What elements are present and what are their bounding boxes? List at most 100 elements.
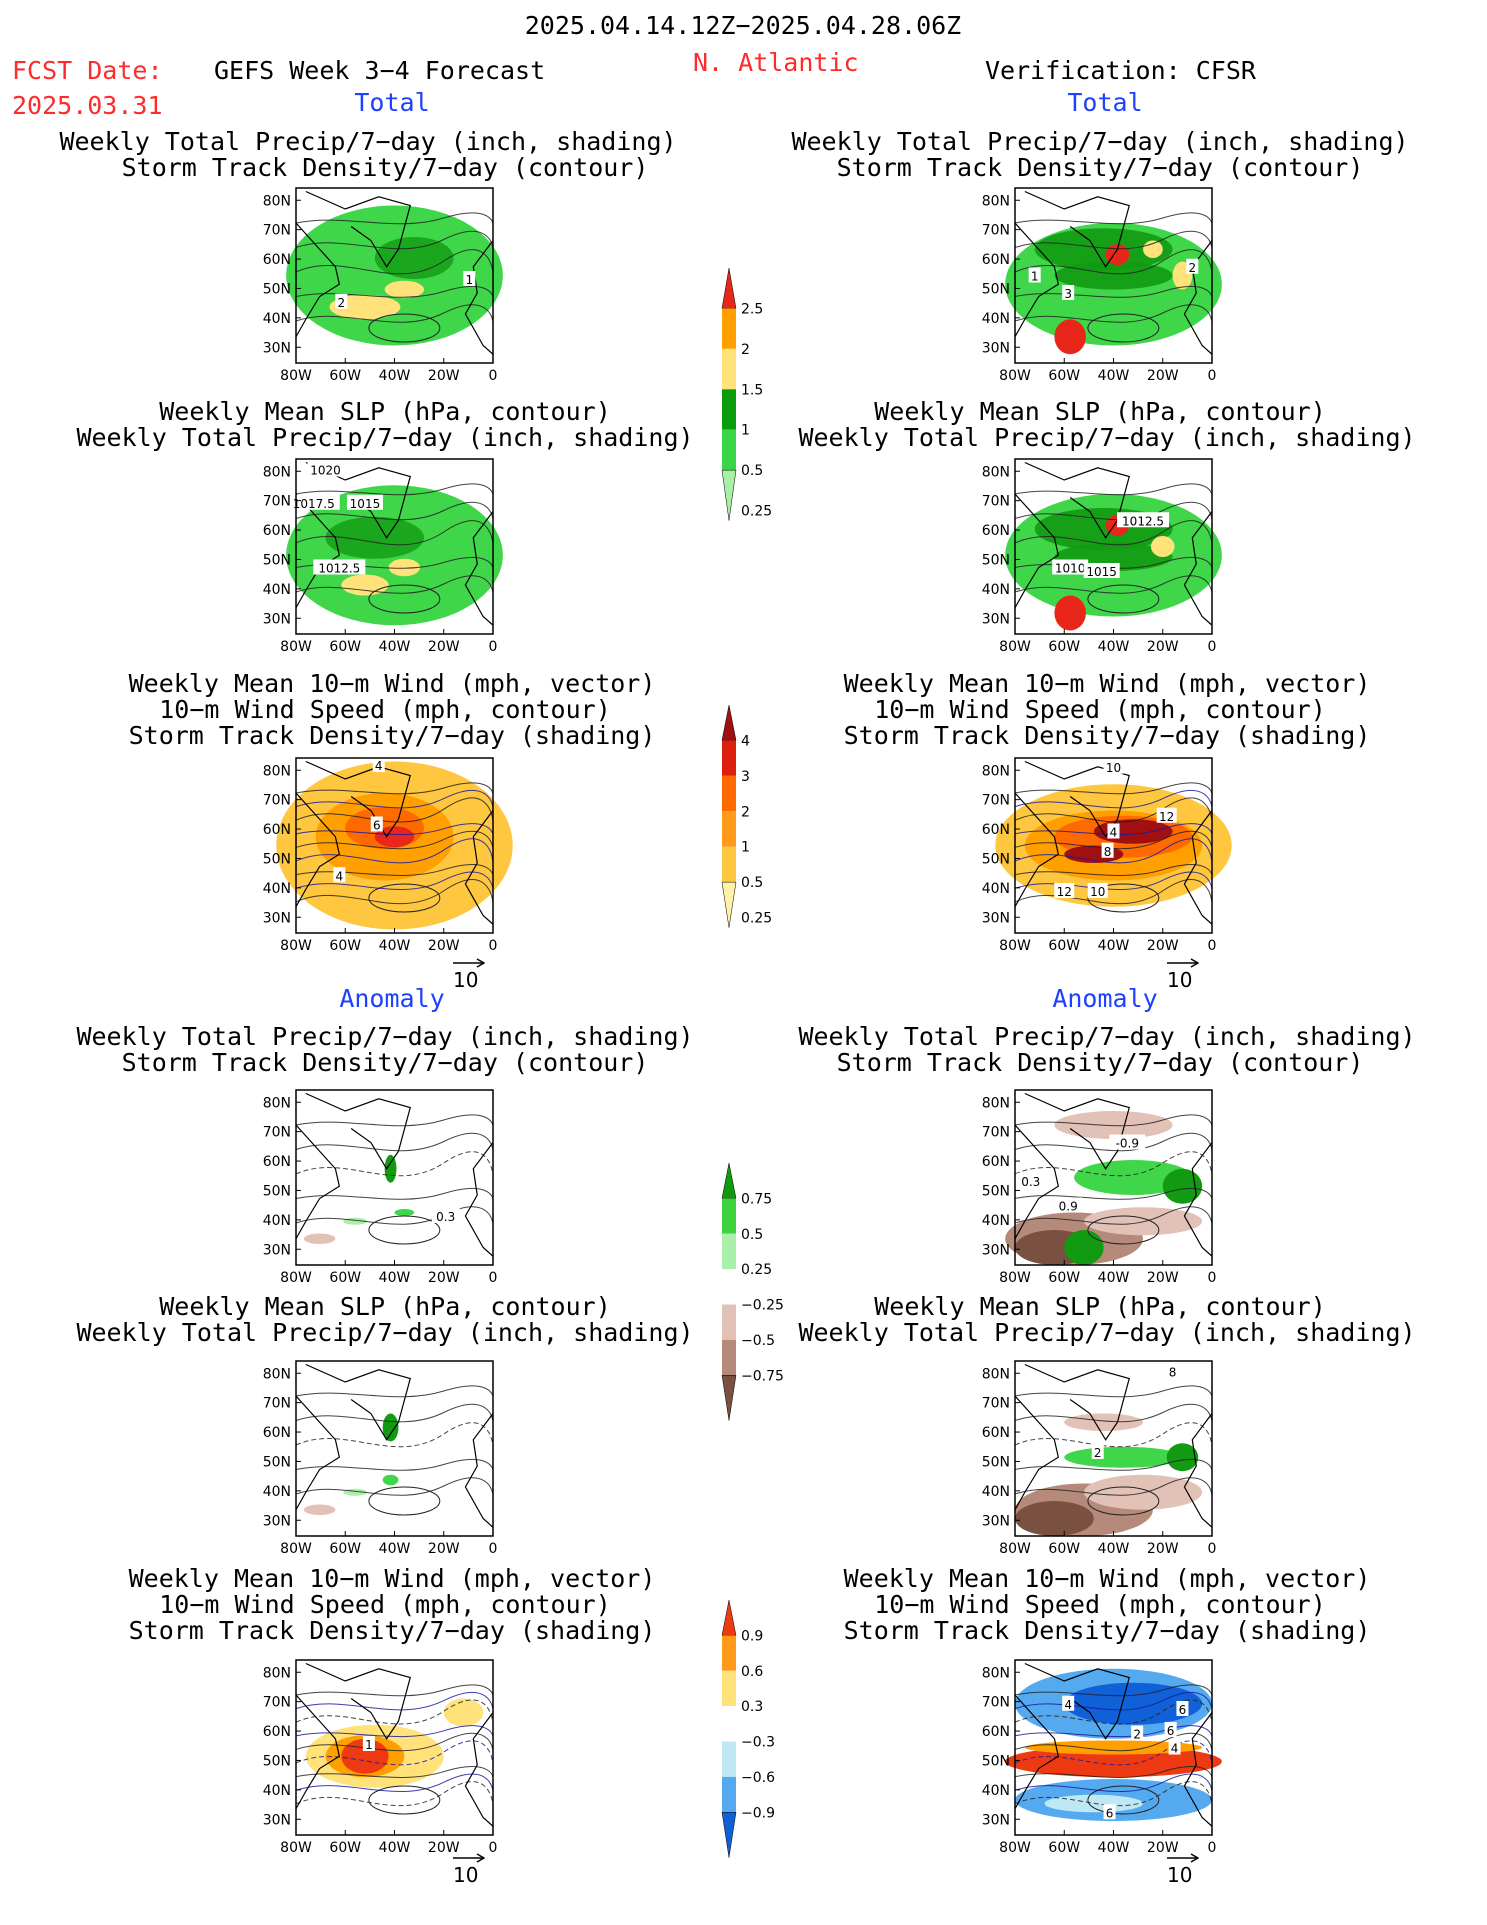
contour-line <box>1014 285 1213 298</box>
contour-label-box <box>313 559 366 575</box>
contour-line <box>295 502 494 521</box>
fcst-date-value: 2025.03.31 <box>12 91 163 120</box>
contour-label-box <box>1109 1134 1146 1150</box>
lon-tick-label: 40W <box>379 938 411 954</box>
lon-tick-label: 0 <box>489 938 498 954</box>
contour-label: 6 <box>1106 1806 1114 1820</box>
lon-tick-label: 0 <box>1208 639 1217 655</box>
contour-line <box>295 1477 494 1496</box>
contour-line <box>368 584 441 614</box>
panel-title: Weekly Mean 10−m Wind (mph, vector) <box>128 1564 656 1593</box>
panel-title: Storm Track Density/7−day (shading) <box>843 721 1371 750</box>
panel-title: 10−m Wind Speed (mph, contour) <box>159 1590 611 1619</box>
colorbar-precip-anomaly: 0.75 0.5 0.25 −0.25 −0.5 −0.75 <box>721 1162 784 1421</box>
contour-label: 1 <box>1031 270 1039 284</box>
section-anomaly-left: Anomaly <box>339 984 445 1013</box>
panel-title: 10−m Wind Speed (mph, contour) <box>874 1590 1326 1619</box>
coastline <box>305 1363 411 1441</box>
contour-line <box>1014 520 1213 546</box>
contour-line <box>1014 304 1213 323</box>
vector-reference-label: 10 <box>1167 968 1193 992</box>
contour-line <box>1087 584 1160 614</box>
lat-tick-label: 30N <box>982 611 1010 627</box>
lat-tick-label: 40N <box>982 311 1010 327</box>
contour-line <box>295 1404 494 1423</box>
contour-line <box>1014 1422 1213 1448</box>
colorbar-segment <box>722 1706 736 1742</box>
lat-tick-label: 30N <box>982 1513 1010 1529</box>
lat-tick-label: 50N <box>982 1183 1010 1199</box>
contour-line <box>1014 1151 1213 1177</box>
shading-region <box>1083 1207 1203 1236</box>
contour-line <box>1014 1133 1213 1152</box>
panel-title: Weekly Total Precip/7−day (inch, shading… <box>59 127 677 156</box>
contour-line <box>1014 212 1213 225</box>
lon-tick-label: 40W <box>1098 639 1130 655</box>
arrow-right-icon <box>453 1853 485 1863</box>
contour-label: 4 <box>375 759 383 773</box>
arrow-right-icon <box>1167 958 1199 968</box>
contour-label-box <box>370 816 383 832</box>
lat-tick-label: 60N <box>263 1724 291 1740</box>
shading-region <box>1034 228 1173 271</box>
contour-label-box <box>1166 1363 1179 1379</box>
shading-region <box>1054 319 1086 355</box>
coastline <box>1024 760 1130 838</box>
lat-tick-label: 30N <box>982 1242 1010 1258</box>
coastline <box>1024 1092 1130 1170</box>
contour-line <box>1014 1458 1213 1471</box>
colorbar-segment <box>722 740 736 776</box>
shading-region <box>384 280 425 299</box>
contour-line <box>368 883 441 913</box>
contour-line <box>295 797 494 823</box>
lon-tick-label: 80W <box>999 639 1031 655</box>
panel-title: Storm Track Density/7−day (shading) <box>128 721 656 750</box>
lon-tick-label: 20W <box>428 639 460 655</box>
colorbar-cap <box>721 1375 737 1421</box>
contour-line <box>1087 1486 1160 1516</box>
contour-line <box>295 1133 494 1152</box>
lon-tick-label: 40W <box>1098 1541 1130 1557</box>
contour-line <box>295 1766 494 1778</box>
date-range: 2025.04.14.12Z−2025.04.28.06Z <box>524 11 962 40</box>
panel-title: Weekly Mean SLP (hPa, contour) <box>874 1292 1326 1321</box>
lon-tick-label: 80W <box>999 1541 1031 1557</box>
section-anomaly-right: Anomaly <box>1052 984 1158 1013</box>
map-verification-total-slp-precip: 1012.5 1010 1015 80N 70N 60N 50N 40N 30N 80W 60W 40… <box>982 458 1222 655</box>
contour-label-box <box>333 867 346 883</box>
lat-tick-label: 80N <box>263 1366 291 1382</box>
contour-label-box <box>1103 1804 1116 1820</box>
shading-region <box>303 1504 336 1515</box>
colorbar-segment <box>722 1741 736 1777</box>
lat-tick-label: 60N <box>982 822 1010 838</box>
lat-tick-label: 70N <box>982 1396 1010 1412</box>
colorbar-segment <box>722 1339 736 1376</box>
lat-tick-label: 70N <box>982 1695 1010 1711</box>
lat-tick-label: 80N <box>263 464 291 480</box>
lon-tick-label: 0 <box>1208 1270 1217 1286</box>
lat-tick-label: 50N <box>982 552 1010 568</box>
contour-label: 1015 <box>350 497 381 511</box>
contour-label-box <box>1083 563 1120 578</box>
colorbar-label: 2 <box>741 342 750 358</box>
coastline <box>1024 461 1130 539</box>
lon-tick-label: 80W <box>999 1840 1031 1856</box>
vector-reference-label: 10 <box>453 1863 479 1887</box>
contour-label: 8 <box>1104 845 1112 859</box>
contour-line <box>1014 1732 1213 1752</box>
lon-tick-label: 0 <box>489 368 498 384</box>
contour-line <box>1014 483 1213 496</box>
colorbar-cap <box>721 881 737 928</box>
contour-line <box>1014 1404 1213 1423</box>
contour-line <box>295 304 494 323</box>
lat-tick-label: 40N <box>982 1484 1010 1500</box>
region-title: N. Atlantic <box>693 48 859 77</box>
coastline <box>1014 792 1060 908</box>
lat-tick-label: 80N <box>982 1366 1010 1382</box>
coastline <box>464 1142 494 1257</box>
lon-tick-label: 80W <box>999 938 1031 954</box>
colorbar-segment <box>722 389 736 430</box>
lon-tick-label: 60W <box>1048 1840 1080 1856</box>
colorbar-label: 0.6 <box>741 1664 763 1680</box>
colorbar-label: 0.5 <box>741 1227 763 1243</box>
